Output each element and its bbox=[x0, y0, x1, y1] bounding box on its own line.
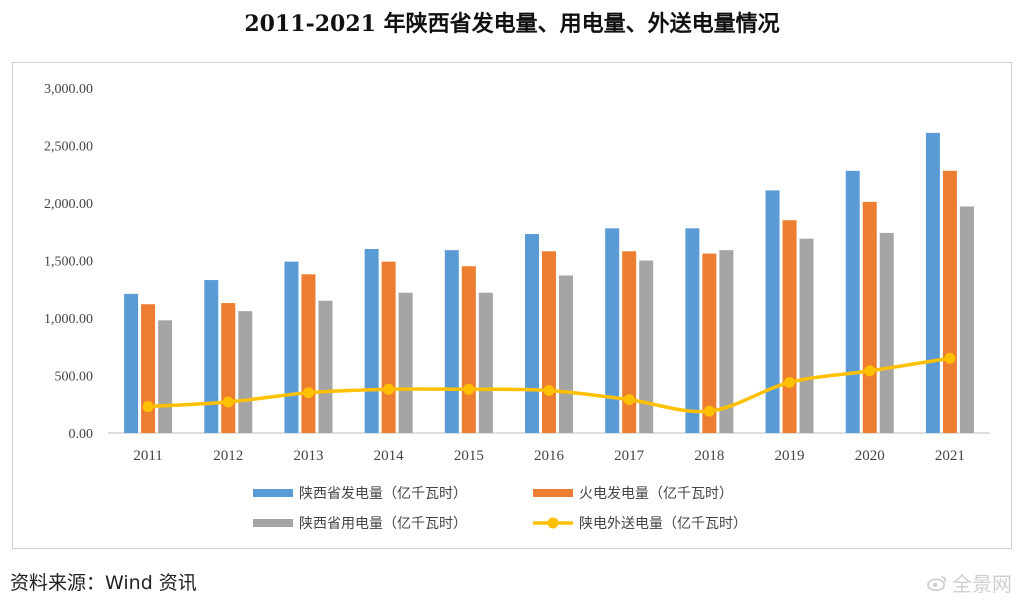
bar bbox=[478, 292, 493, 433]
bar bbox=[158, 320, 173, 433]
bar bbox=[221, 303, 236, 433]
bar bbox=[525, 234, 539, 433]
bar bbox=[301, 274, 316, 433]
line-point bbox=[222, 396, 234, 408]
source-note: 资料来源：Wind 资讯 bbox=[10, 572, 197, 594]
bar bbox=[719, 250, 734, 433]
x-tick-label: 2013 bbox=[293, 448, 323, 464]
y-tick-label: 2,500.00 bbox=[44, 140, 93, 155]
x-tick-label: 2017 bbox=[614, 448, 645, 464]
x-tick-label: 2014 bbox=[374, 448, 405, 464]
legend-label: 火电发电量（亿千瓦时） bbox=[579, 486, 733, 502]
bar bbox=[318, 300, 333, 433]
bar bbox=[204, 280, 219, 433]
x-tick-label: 2020 bbox=[855, 448, 885, 464]
bar bbox=[799, 238, 814, 433]
bar bbox=[925, 132, 940, 433]
line-point bbox=[142, 401, 154, 413]
weibo-icon bbox=[927, 575, 947, 591]
bar bbox=[444, 250, 459, 433]
bar bbox=[685, 228, 700, 433]
line-point bbox=[784, 376, 796, 388]
bar bbox=[959, 206, 974, 433]
legend-swatch bbox=[253, 519, 293, 527]
legend-label: 陕西省用电量（亿千瓦时） bbox=[299, 516, 467, 532]
y-tick-label: 0.00 bbox=[69, 427, 94, 442]
bar bbox=[542, 251, 556, 433]
line-point bbox=[302, 387, 314, 399]
line-point bbox=[864, 365, 876, 377]
bar bbox=[605, 228, 620, 433]
y-tick-label: 3,000.00 bbox=[44, 82, 93, 97]
line-point bbox=[703, 405, 715, 417]
bar bbox=[461, 266, 476, 433]
bar bbox=[639, 260, 654, 433]
legend-label: 陕西省发电量（亿千瓦时） bbox=[299, 486, 467, 502]
legend-swatch bbox=[253, 489, 293, 497]
bar bbox=[845, 170, 860, 434]
legend-label: 陕电外送电量（亿千瓦时） bbox=[579, 516, 747, 532]
legend-swatch-marker bbox=[547, 517, 559, 529]
bar bbox=[284, 261, 299, 433]
y-tick-label: 2,000.00 bbox=[44, 197, 93, 212]
bar bbox=[141, 304, 156, 433]
bar bbox=[879, 232, 894, 433]
line-point bbox=[383, 383, 395, 395]
chart-title: 2011-2021 年陕西省发电量、用电量、外送电量情况 bbox=[244, 11, 780, 37]
bar bbox=[942, 170, 957, 434]
chart-frame: 0.00 500.00 1,000.00 1,500.00 2,000.00 2,500.… bbox=[12, 62, 1012, 549]
line-point bbox=[463, 383, 475, 395]
bar bbox=[381, 261, 396, 433]
bar bbox=[622, 251, 637, 433]
line-point bbox=[543, 384, 555, 396]
x-tick-label: 2019 bbox=[775, 448, 805, 464]
bar bbox=[862, 201, 877, 433]
y-tick-label: 500.00 bbox=[55, 370, 94, 385]
bar bbox=[765, 190, 780, 433]
x-tick-label: 2018 bbox=[694, 448, 724, 464]
bar bbox=[238, 311, 253, 433]
bar bbox=[559, 275, 573, 433]
y-tick-label: 1,000.00 bbox=[44, 312, 93, 327]
x-tick-label: 2016 bbox=[534, 448, 565, 464]
watermark: 全景网 bbox=[926, 568, 1012, 597]
x-tick-label: 2012 bbox=[213, 448, 243, 464]
x-tick-label: 2015 bbox=[454, 448, 484, 464]
x-tick-label: 2011 bbox=[133, 448, 162, 464]
bar bbox=[702, 253, 717, 433]
y-tick-label: 1,500.00 bbox=[44, 255, 93, 270]
chart-svg: 0.00 500.00 1,000.00 1,500.00 2,000.00 2,500.… bbox=[44, 82, 990, 532]
x-tick-label: 2021 bbox=[935, 448, 965, 464]
legend-swatch bbox=[533, 489, 573, 497]
bar bbox=[782, 220, 797, 433]
line-point bbox=[944, 352, 956, 364]
bar bbox=[398, 292, 413, 433]
bar bbox=[124, 293, 139, 433]
line-point bbox=[623, 394, 635, 406]
bar bbox=[364, 249, 379, 433]
watermark-text: 全景网 bbox=[952, 572, 1012, 596]
series-line bbox=[147, 356, 951, 414]
